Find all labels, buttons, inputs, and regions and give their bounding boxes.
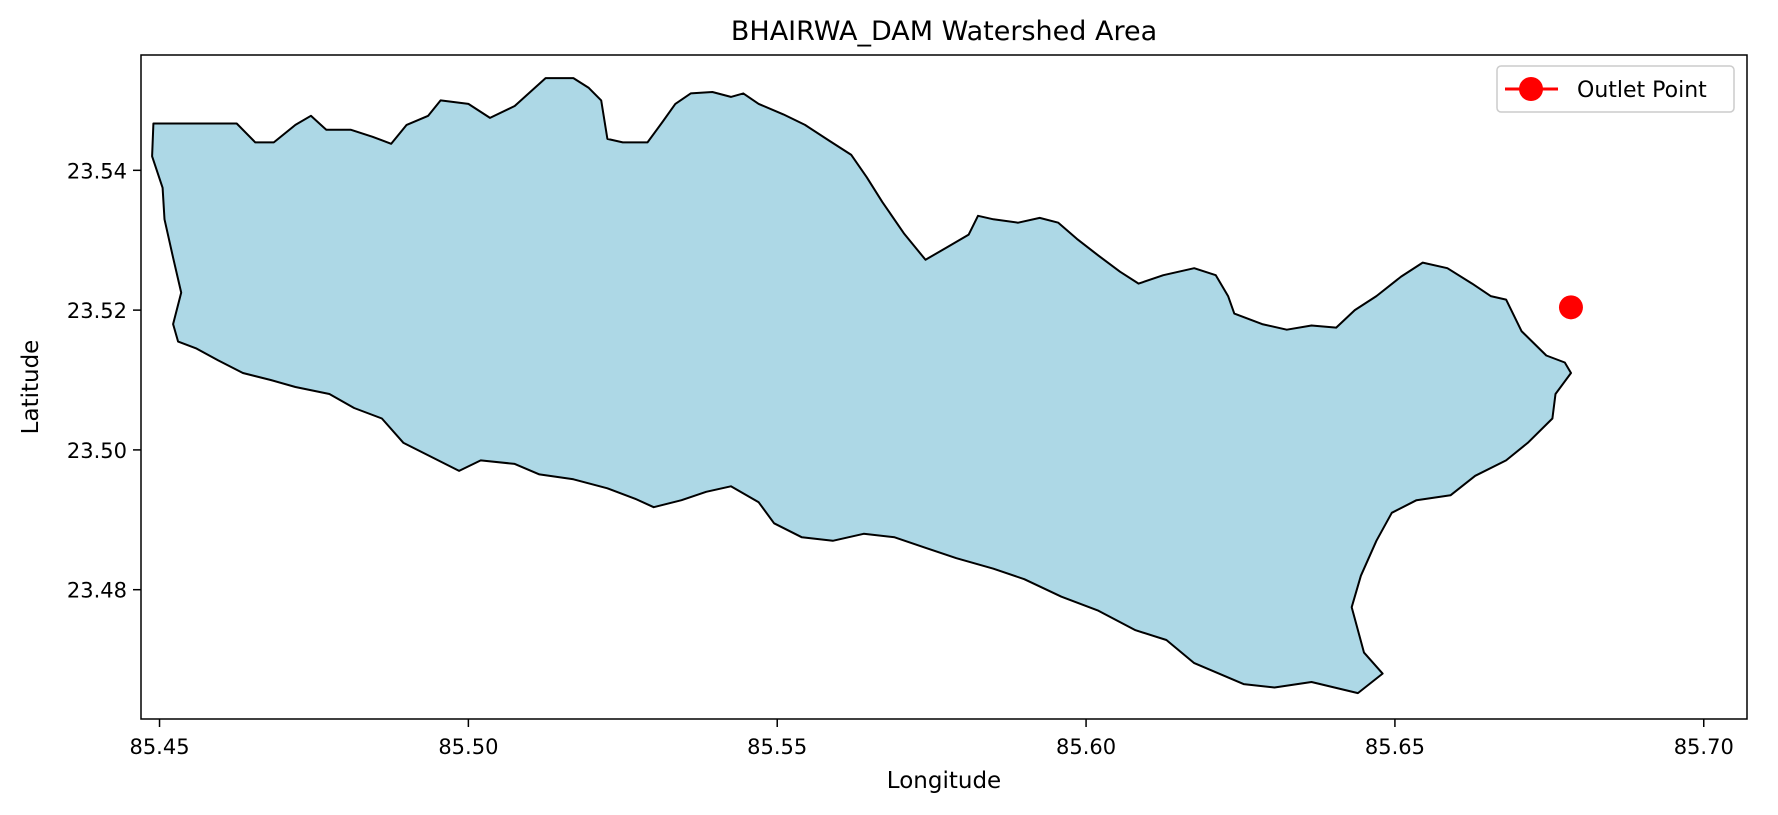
- axes-frame: [140, 54, 1748, 720]
- x-tick-label: 85.50: [438, 735, 498, 759]
- legend-entry-outlet-point: Outlet Point: [1577, 78, 1707, 103]
- map-layer: [151, 77, 1572, 695]
- x-axis-ticks: 85.45 85.50 85.55 85.60 85.65 85.70: [129, 719, 1734, 759]
- x-tick-label: 85.55: [747, 735, 807, 759]
- x-tick-label: 85.45: [129, 735, 189, 759]
- outlet-point: [1558, 295, 1583, 320]
- legend-marker-sample: [1519, 77, 1543, 101]
- legend-frame: [1496, 65, 1735, 113]
- y-tick-label: 23.52: [67, 299, 127, 323]
- y-axis-ticks: 23.48 23.50 23.52 23.54: [67, 159, 141, 603]
- x-axis-label: Longitude: [887, 768, 1001, 794]
- y-tick-label: 23.54: [67, 159, 127, 183]
- y-axis-label: Latitude: [18, 340, 44, 435]
- y-tick-label: 23.48: [67, 579, 127, 603]
- x-tick-label: 85.65: [1365, 735, 1425, 759]
- outlet-point-marker: [1558, 295, 1583, 320]
- legend: Outlet Point: [1496, 65, 1735, 113]
- y-tick-label: 23.50: [67, 439, 127, 463]
- x-tick-label: 85.70: [1674, 735, 1734, 759]
- chart-title: BHAIRWA_DAM Watershed Area: [731, 16, 1157, 47]
- x-tick-label: 85.60: [1056, 735, 1116, 759]
- watershed-polygon: [151, 77, 1572, 695]
